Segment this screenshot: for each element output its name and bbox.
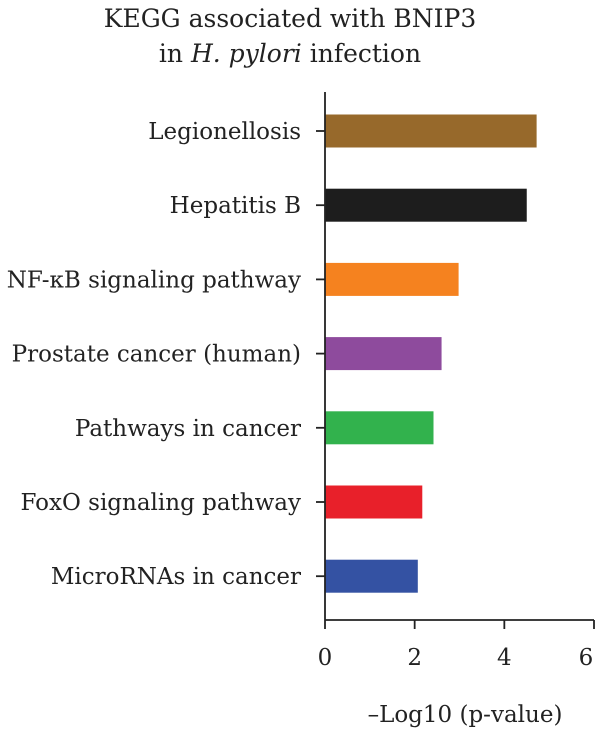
bars-group <box>325 114 537 593</box>
bar-0 <box>325 114 537 148</box>
x-tick-label-3: 6 <box>579 645 594 671</box>
title-prefix: in <box>159 39 191 68</box>
y-axis-ticks <box>316 130 325 578</box>
category-label-3: Prostate cancer (human) <box>12 342 301 368</box>
x-tick-label-1: 2 <box>407 645 422 671</box>
title-italic: H. pylori <box>190 39 302 68</box>
x-tick-label-0: 0 <box>318 645 333 671</box>
bar-4 <box>325 411 434 445</box>
x-tick-label-2: 4 <box>497 645 512 671</box>
bar-1 <box>325 188 527 222</box>
bar-5 <box>325 485 423 519</box>
title-suffix: infection <box>302 39 421 68</box>
category-label-6: MicroRNAs in cancer <box>51 564 301 590</box>
chart-title-line1: KEGG associated with BNIP3 <box>104 4 476 33</box>
category-label-4: Pathways in cancer <box>75 416 301 442</box>
bar-6 <box>325 559 418 593</box>
x-axis-ticks: 0 2 4 6 <box>318 620 595 671</box>
category-labels: Legionellosis Hepatitis B NF-κB signaling … <box>7 119 301 590</box>
x-axis-label: –Log10 (p-value) <box>368 702 563 728</box>
category-label-5: FoxO signaling pathway <box>20 490 301 516</box>
bar-2 <box>325 262 459 296</box>
category-label-1: Hepatitis B <box>170 193 301 219</box>
chart-title-line2: in H. pylori infection <box>159 39 421 68</box>
bar-3 <box>325 337 442 371</box>
category-label-0: Legionellosis <box>148 119 301 145</box>
category-label-2: NF-κB signaling pathway <box>7 267 301 293</box>
